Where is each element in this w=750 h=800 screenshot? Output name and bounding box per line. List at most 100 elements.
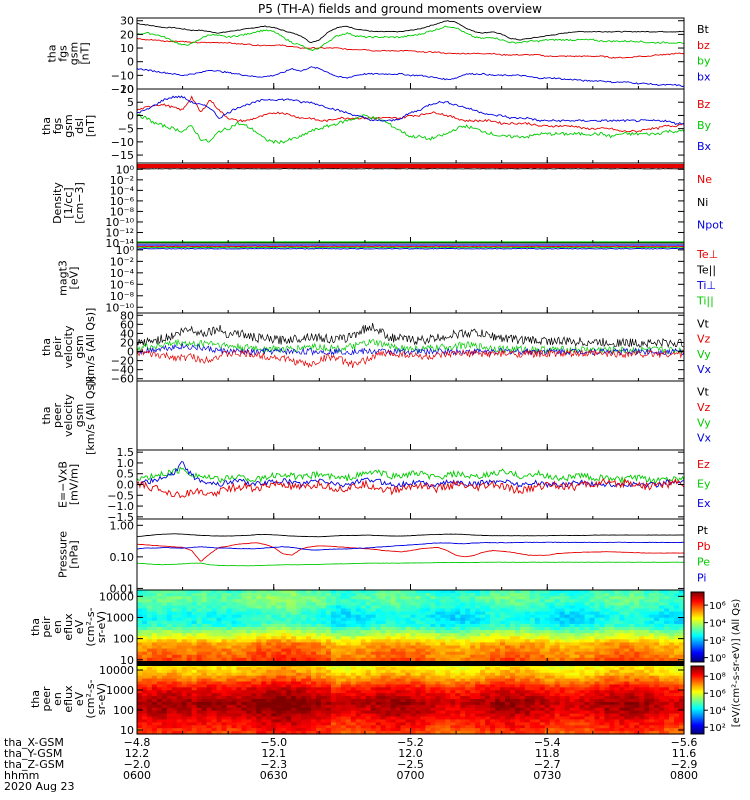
heatmap-cell	[311, 639, 317, 644]
heatmap-cell	[400, 633, 407, 637]
heatmap-cell	[141, 599, 148, 603]
heatmap-cell	[151, 725, 158, 729]
heatmap-cell	[196, 599, 203, 603]
heatmap-cell	[375, 630, 382, 634]
heatmap-cell	[296, 639, 302, 644]
heatmap-cell	[480, 590, 486, 594]
heatmap-cell	[211, 693, 218, 697]
heatmap-cell	[276, 684, 282, 688]
heatmap-cell	[316, 642, 322, 647]
heatmap-cell	[440, 681, 446, 686]
heatmap-cell	[365, 596, 372, 600]
heatmap-cell	[609, 657, 615, 662]
heatmap-cell	[420, 611, 427, 616]
heatmap-cell	[609, 620, 615, 625]
heatmap-cell	[296, 672, 302, 677]
heatmap-cell	[420, 602, 427, 607]
heatmap-cell	[186, 590, 193, 594]
heatmap-cell	[181, 608, 188, 613]
heatmap-cell	[316, 657, 322, 662]
heatmap-cell	[619, 642, 625, 647]
heatmap-cell	[246, 710, 252, 715]
heatmap-cell	[410, 693, 417, 697]
heatmap-cell	[171, 693, 178, 697]
heatmap-cell	[485, 630, 491, 634]
heatmap-cell	[500, 642, 506, 647]
heatmap-cell	[345, 687, 352, 691]
heatmap-cell	[166, 707, 173, 712]
heatmap-cell	[186, 599, 193, 603]
heatmap-cell	[291, 681, 297, 686]
heatmap-cell	[335, 617, 342, 622]
heatmap-cell	[271, 605, 277, 610]
heatmap-cell	[435, 636, 441, 640]
heatmap-cell	[370, 617, 377, 622]
heatmap-cell	[445, 627, 451, 631]
heatmap-cell	[504, 696, 511, 700]
heatmap-cell	[246, 623, 252, 628]
heatmap-cell	[256, 639, 262, 644]
heatmap-cell	[385, 645, 392, 650]
heatmap-cell	[266, 675, 272, 680]
heatmap-cell	[306, 690, 312, 694]
heatmap-cell	[524, 722, 531, 726]
heatmap-cell	[534, 707, 541, 712]
heatmap-cell	[216, 701, 223, 706]
heatmap-cell	[519, 681, 526, 686]
heatmap-cell	[137, 636, 143, 640]
heatmap-cell	[659, 593, 665, 597]
heatmap-cell	[350, 713, 357, 718]
heatmap-cell	[380, 696, 387, 700]
y-tick-label: −60	[111, 373, 134, 386]
heatmap-cell	[251, 666, 257, 671]
heatmap-cell	[395, 608, 402, 613]
heatmap-cell	[475, 596, 481, 600]
heatmap-cell	[440, 636, 446, 640]
heatmap-cell	[261, 725, 267, 729]
heatmap-cell	[644, 630, 650, 634]
heatmap-cell	[400, 716, 407, 721]
heatmap-cell	[544, 701, 551, 706]
heatmap-cell	[246, 719, 252, 723]
heatmap-cell	[619, 590, 625, 594]
heatmap-cell	[425, 590, 431, 594]
heatmap-cell	[271, 704, 277, 709]
heatmap-cell	[340, 725, 347, 729]
heatmap-cell	[231, 725, 238, 729]
y-axis-label: [nPa]	[68, 540, 81, 568]
heatmap-cell	[221, 623, 228, 628]
heatmap-cell	[236, 713, 243, 718]
heatmap-cell	[514, 654, 521, 659]
heatmap-cell	[251, 648, 257, 653]
y-tick-label: 10⁻⁸	[110, 290, 135, 303]
heatmap-cell	[524, 731, 531, 735]
heatmap-cell	[216, 648, 223, 653]
heatmap-cell	[360, 675, 367, 680]
heatmap-cell	[395, 602, 402, 607]
heatmap-cell	[500, 710, 506, 715]
heatmap-cell	[211, 657, 218, 662]
heatmap-cell	[524, 713, 531, 718]
heatmap-cell	[161, 611, 168, 616]
heatmap-cell	[460, 593, 466, 597]
heatmap-cell	[425, 630, 431, 634]
heatmap-cell	[181, 654, 188, 659]
heatmap-cell	[191, 657, 198, 662]
heatmap-cell	[355, 693, 362, 697]
heatmap-cell	[156, 630, 163, 634]
heatmap-cell	[365, 611, 372, 616]
heatmap-cell	[385, 614, 392, 619]
heatmap-cell	[330, 681, 337, 686]
heatmap-cell	[509, 728, 516, 732]
heatmap-cell	[465, 722, 471, 726]
heatmap-cell	[554, 623, 561, 628]
heatmap-cell	[320, 630, 327, 634]
heatmap-cell	[544, 627, 551, 631]
heatmap-cell	[480, 672, 486, 677]
heatmap-cell	[156, 645, 163, 650]
heatmap-cell	[201, 590, 208, 594]
heatmap-cell	[490, 710, 496, 715]
heatmap-cell	[460, 636, 466, 640]
heatmap-cell	[629, 642, 635, 647]
heatmap-cell	[345, 704, 352, 709]
